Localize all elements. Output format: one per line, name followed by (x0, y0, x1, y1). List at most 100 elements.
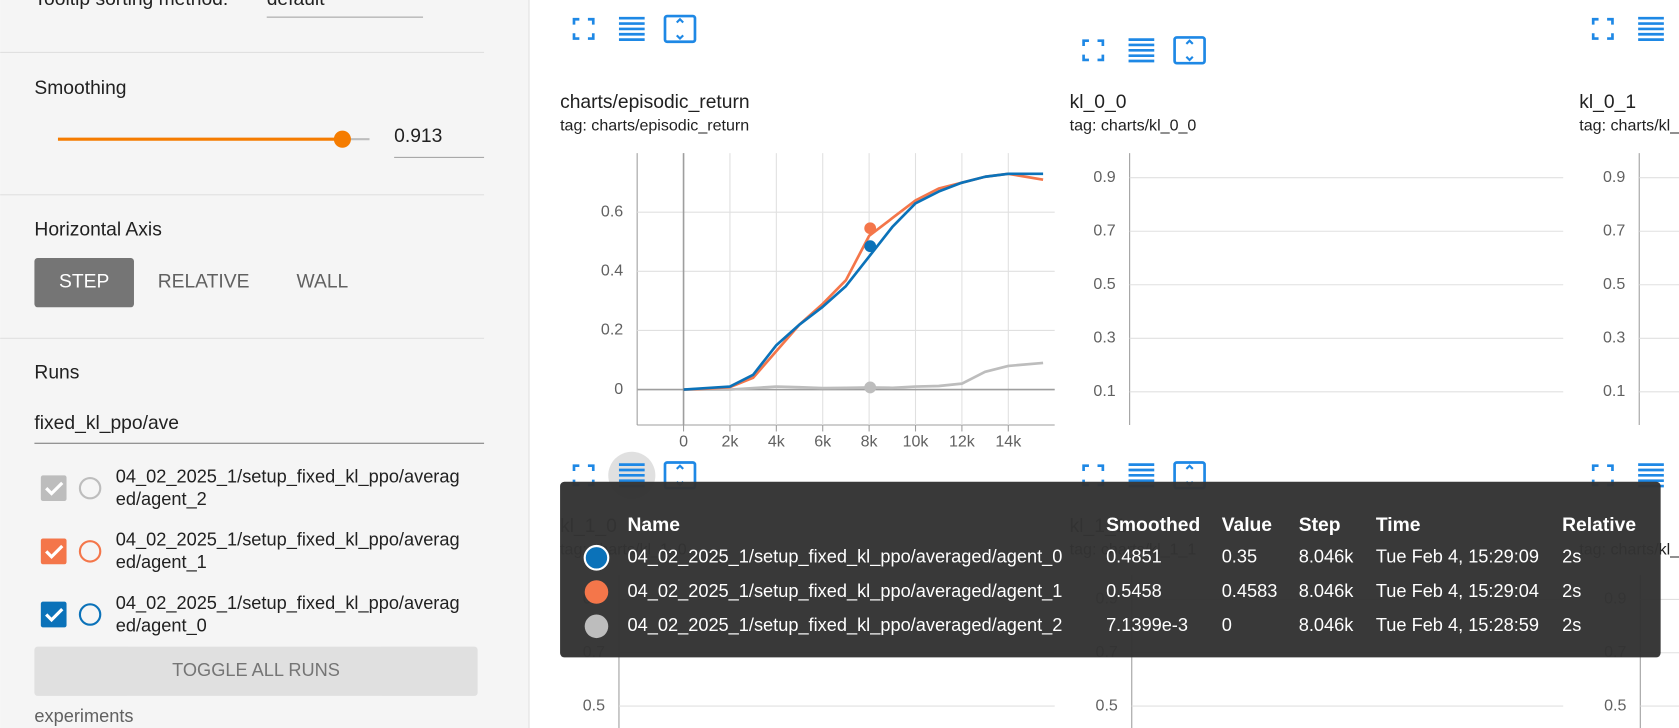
y-tick-label: 0.7 (1603, 221, 1625, 239)
experiments-label: experiments (34, 706, 133, 726)
tooltip-cell: Tue Feb 4, 15:29:09 (1376, 547, 1539, 567)
tooltip-header: Smoothed (1106, 515, 1200, 536)
slider-knob[interactable] (333, 130, 351, 148)
tooltip-header: Time (1376, 515, 1421, 536)
y-tick-label: 0.1 (1603, 382, 1625, 400)
tooltip-cell: Tue Feb 4, 15:28:59 (1376, 615, 1539, 635)
tooltip-sort-select[interactable]: default (267, 0, 325, 10)
x-tick-label: 2k (721, 432, 739, 450)
panel-tag: tag: charts/episodic_return (560, 117, 749, 135)
tooltip: Name Smoothed Value Step Time Relative 04_02_2… (560, 481, 1661, 658)
toggle-log-icon[interactable] (618, 16, 645, 41)
y-tick-label: 0 (614, 380, 623, 398)
toggle-log-icon[interactable] (1128, 463, 1155, 488)
y-tick-label: 0.5 (583, 696, 605, 714)
panel-tag: tag: charts/kl_0_0 (1070, 117, 1197, 135)
smoothing-label: Smoothing (34, 78, 126, 99)
x-tick-label: 8k (861, 432, 879, 450)
series-line (683, 172, 1044, 391)
y-tick-label: 0.5 (1096, 696, 1118, 714)
run-color[interactable] (78, 540, 102, 563)
tooltip-header: Relative (1562, 515, 1636, 536)
series-line (683, 172, 1044, 391)
checkmark (45, 481, 64, 496)
tooltip-header: Value (1222, 515, 1273, 536)
toggle-log-icon[interactable] (1638, 463, 1664, 488)
tooltip-header: Step (1299, 515, 1341, 536)
y-tick-label: 0.9 (1603, 168, 1625, 186)
tooltip-run-dot (584, 614, 609, 639)
panel-title: charts/episodic_return (560, 92, 750, 113)
run-color[interactable] (78, 603, 102, 626)
y-tick-label: 0.5 (1604, 696, 1626, 714)
checkmark (45, 544, 64, 559)
hover-point (864, 381, 877, 394)
fullscreen-icon[interactable] (1591, 17, 1614, 40)
tooltip-sort-label: Tooltip sorting method: (34, 0, 228, 10)
run-color[interactable] (78, 476, 102, 500)
y-tick-label: 0.5 (1093, 275, 1115, 293)
tooltip-run-dot (583, 544, 610, 571)
tooltip-cell: 8.046k (1299, 581, 1355, 601)
run-checkbox[interactable] (40, 538, 67, 565)
x-tick-label: 4k (768, 432, 786, 450)
fit-domain-arrows (676, 17, 684, 41)
tooltip-cell: 8.046k (1299, 615, 1355, 635)
fullscreen-icon[interactable] (1591, 464, 1614, 487)
panel-title: kl_0_1 (1579, 92, 1636, 113)
y-tick-label: 0.3 (1603, 329, 1625, 347)
y-tick-label: 0.1 (1093, 382, 1115, 400)
tooltip-cell: 7.1399e-3 (1106, 615, 1188, 635)
fullscreen-icon[interactable] (572, 17, 595, 40)
fit-domain-icon[interactable] (1173, 36, 1206, 65)
step-button[interactable] (34, 258, 134, 308)
axis-option[interactable]: WALL (297, 272, 349, 293)
x-tick-label: 6k (814, 432, 832, 450)
runs-filter[interactable]: fixed_kl_ppo/ave (34, 413, 179, 434)
toggle-log-icon[interactable] (1638, 16, 1664, 41)
run-checkbox[interactable] (40, 601, 67, 628)
tooltip-cell: Tue Feb 4, 15:29:04 (1376, 581, 1539, 601)
y-tick-label: 0.6 (601, 202, 623, 220)
tooltip-cell: 2s (1562, 581, 1581, 601)
fullscreen-icon[interactable] (1082, 464, 1105, 487)
tooltip-cell: 0.5458 (1106, 581, 1162, 601)
tooltip-box (560, 481, 1661, 658)
axis-option[interactable]: STEP (59, 272, 109, 293)
x-tick-label: 0 (679, 432, 688, 450)
series-line (683, 361, 1044, 391)
sidebar (0, 0, 530, 728)
x-tick-label: 14k (995, 432, 1022, 450)
y-tick-label: 0.7 (1093, 221, 1115, 239)
toggle-all-label[interactable]: TOGGLE ALL RUNS (172, 660, 340, 680)
run-checkbox[interactable] (40, 475, 67, 502)
run-name: 04_02_2025_1/setup_fixed_kl_ppo/averag ed… (116, 466, 460, 509)
x-tick-label: 10k (903, 432, 930, 450)
toggle-log-icon[interactable] (1128, 38, 1155, 63)
hover-point (864, 240, 877, 253)
tooltip-cell: 8.046k (1299, 547, 1355, 567)
fullscreen-icon[interactable] (572, 464, 595, 487)
toggle-log-icon[interactable] (618, 463, 645, 488)
y-tick-label: 0.4 (601, 262, 623, 280)
tooltip-cell: 04_02_2025_1/setup_fixed_kl_ppo/averaged… (628, 615, 1063, 636)
tooltip-cell: 0 (1222, 615, 1232, 635)
icons (572, 14, 1664, 490)
tooltip-cell: 04_02_2025_1/setup_fixed_kl_ppo/averaged… (628, 547, 1063, 568)
runs-label: Runs (34, 363, 79, 384)
fullscreen-icon[interactable] (1082, 39, 1105, 62)
toggle-all-button[interactable] (34, 646, 478, 696)
tooltip-run-dot (584, 580, 609, 604)
fit-domain-icon[interactable] (663, 14, 697, 44)
fit-domain-arrows (1185, 39, 1194, 62)
tooltip-header: Name (628, 515, 681, 536)
x-tick-label: 12k (949, 432, 976, 450)
panel-title: kl_0_0 (1070, 92, 1127, 113)
tooltip-cell: 04_02_2025_1/setup_fixed_kl_ppo/averaged… (628, 581, 1063, 602)
y-tick-label: 0.9 (1093, 168, 1115, 186)
axis-option[interactable]: RELATIVE (158, 272, 250, 293)
tooltip-cell: 2s (1562, 615, 1581, 635)
y-tick-label: 0.2 (601, 321, 623, 339)
smoothing-input[interactable]: 0.913 (394, 126, 442, 147)
